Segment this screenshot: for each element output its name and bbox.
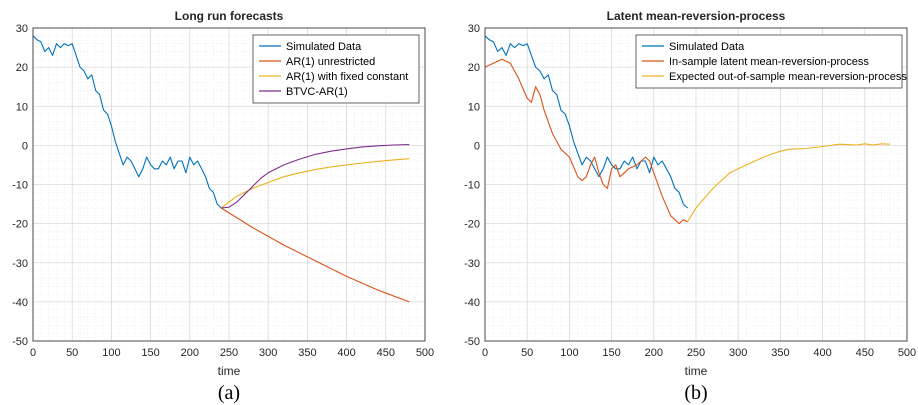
x-tick-label: 0 [482, 347, 488, 359]
x-tick-label: 150 [602, 347, 620, 359]
x-tick-label: 500 [898, 347, 916, 359]
y-tick-labels: -50 -40 -30 -20 -10 0 10 20 30 [12, 23, 28, 348]
y-tick-label: 10 [468, 101, 480, 113]
x-tick-label: 0 [30, 347, 36, 359]
x-tick-label: 150 [141, 347, 159, 359]
x-tick-label: 50 [66, 347, 78, 359]
legend-label: BTVC-AR(1) [286, 86, 348, 98]
x-tick-label: 400 [813, 347, 831, 359]
panel-a: 0 50 100 150 200 250 300 350 400 450 500 -50-40-30… [12, 9, 434, 404]
legend-box [635, 34, 903, 89]
series-line-1 [32, 35, 222, 209]
y-tick-label: -20 [12, 219, 28, 231]
x-tick-label: 300 [729, 347, 747, 359]
legend-label: Simulated Data [669, 41, 745, 53]
y-tick-label: -40 [12, 297, 28, 309]
y-tick-label: -10 [464, 180, 480, 192]
y-tick-label: 0 [474, 140, 480, 152]
y-tick-label: -30 [12, 258, 28, 270]
x-tick-label: 200 [181, 347, 199, 359]
x-tick-labels: 0 50 100 150 200 250 300 350 400 450 500 [30, 347, 434, 359]
x-tick-label: 450 [856, 347, 874, 359]
y-tick-label: -50 [464, 336, 480, 348]
x-tick-label: 50 [521, 347, 533, 359]
legend-label: AR(1) with fixed constant [286, 71, 408, 83]
series-line-3 [220, 158, 410, 209]
x-tick-label: 350 [771, 347, 789, 359]
x-tick-label: 500 [416, 347, 434, 359]
y-tick-label: -20 [464, 219, 480, 231]
series-line-2 [220, 207, 410, 303]
x-tick-label: 100 [560, 347, 578, 359]
y-tick-label: 20 [468, 62, 480, 74]
x-tick-label: 250 [220, 347, 238, 359]
panel-b: 0 50 100 150 200 250 300 350 400 450 500 -50-40-30… [464, 9, 916, 404]
axes-box [484, 27, 908, 342]
series-line-4 [221, 144, 410, 209]
chart-title: Long run forecasts [175, 9, 284, 23]
y-tick-label: -30 [464, 258, 480, 270]
legend: Simulated Data AR(1) unrestricted AR(1) wi… [252, 34, 420, 104]
legend-label: AR(1) unrestricted [286, 56, 375, 68]
y-tick-label: 10 [16, 101, 28, 113]
x-tick-label: 400 [337, 347, 355, 359]
panel-caption: (b) [684, 382, 707, 404]
y-tick-label: -50 [12, 336, 28, 348]
x-tick-label: 250 [687, 347, 705, 359]
y-tick-labels: -50 -40 -30 -20 -10 0 10 20 30 [464, 23, 480, 348]
legend-label: Expected out-of-sample mean-reversion-pr… [669, 71, 907, 83]
y-tick-label: 30 [468, 23, 480, 35]
legend-label: Simulated Data [286, 41, 362, 53]
panel-caption: (a) [218, 382, 240, 404]
y-tick-label: -10 [12, 180, 28, 192]
y-tick-label: -40 [464, 297, 480, 309]
y-tick-label: 30 [16, 23, 28, 35]
x-tick-label: 350 [298, 347, 316, 359]
x-axis-label: time [685, 364, 708, 378]
y-tick-label: 20 [16, 62, 28, 74]
x-tick-label: 200 [645, 347, 663, 359]
series-line-1 [484, 35, 688, 209]
x-axis-label: time [218, 364, 241, 378]
chart-title: Latent mean-reversion-process [607, 9, 786, 23]
legend-label: In-sample latent mean-reversion-process [669, 56, 869, 68]
axes-box [32, 27, 426, 342]
x-tick-labels: 0 50 100 150 200 250 300 350 400 450 500 [482, 347, 916, 359]
legend: Simulated Data In-sample latent mean-reve… [635, 34, 907, 89]
x-tick-label: 450 [377, 347, 395, 359]
series-layer [32, 35, 410, 303]
series-line-2 [484, 58, 688, 225]
x-tick-label: 300 [259, 347, 277, 359]
x-tick-label: 100 [102, 347, 120, 359]
series-layer [484, 35, 891, 225]
series-line-3 [687, 143, 891, 222]
y-tick-label: 0 [22, 140, 28, 152]
